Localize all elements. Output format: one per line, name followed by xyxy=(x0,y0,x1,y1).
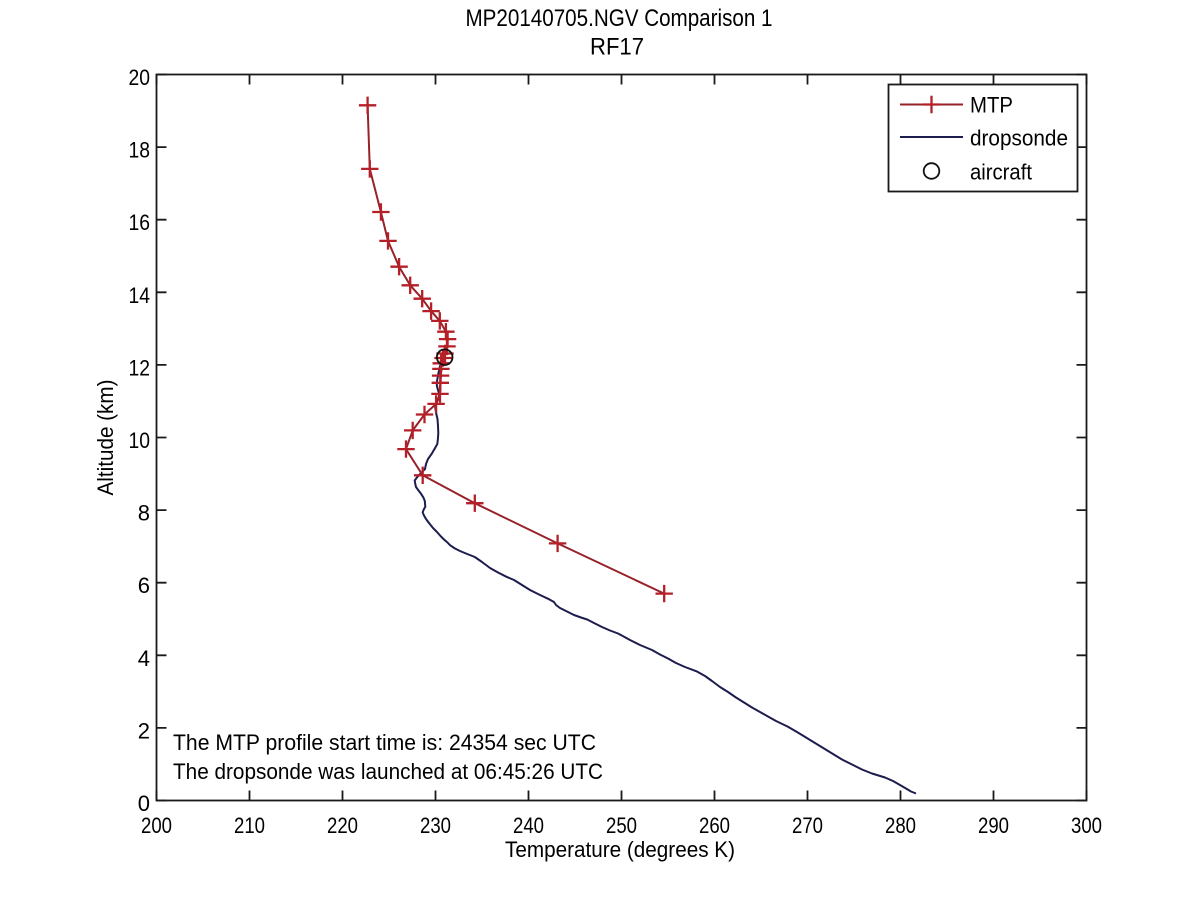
svg-text:280: 280 xyxy=(885,813,916,838)
svg-text:290: 290 xyxy=(978,813,1009,838)
svg-text:240: 240 xyxy=(513,813,544,838)
svg-text:MTP: MTP xyxy=(970,93,1013,118)
svg-text:2: 2 xyxy=(138,718,150,743)
svg-text:18: 18 xyxy=(129,138,151,163)
svg-text:250: 250 xyxy=(606,813,637,838)
svg-text:8: 8 xyxy=(138,501,150,526)
svg-text:260: 260 xyxy=(699,813,730,838)
svg-text:200: 200 xyxy=(141,813,172,838)
svg-text:6: 6 xyxy=(138,573,150,598)
svg-text:MP20140705.NGV Comparison 1: MP20140705.NGV Comparison 1 xyxy=(466,5,773,32)
svg-text:16: 16 xyxy=(129,210,151,235)
svg-text:The dropsonde was launched at: The dropsonde was launched at 06:45:26 U… xyxy=(173,759,603,784)
svg-text:dropsonde: dropsonde xyxy=(970,126,1068,151)
svg-text:The MTP profile start time is:: The MTP profile start time is: 24354 sec… xyxy=(173,730,596,755)
svg-text:230: 230 xyxy=(420,813,451,838)
svg-text:220: 220 xyxy=(327,813,358,838)
svg-text:20: 20 xyxy=(129,65,151,90)
svg-text:Temperature (degrees K): Temperature (degrees K) xyxy=(505,837,735,862)
svg-text:270: 270 xyxy=(792,813,823,838)
svg-text:300: 300 xyxy=(1071,813,1102,838)
svg-text:210: 210 xyxy=(234,813,265,838)
svg-text:4: 4 xyxy=(138,646,150,671)
svg-text:14: 14 xyxy=(129,283,151,308)
svg-text:12: 12 xyxy=(129,355,151,380)
svg-text:RF17: RF17 xyxy=(590,34,644,61)
svg-text:0: 0 xyxy=(138,791,150,816)
svg-text:10: 10 xyxy=(129,428,151,453)
svg-text:aircraft: aircraft xyxy=(970,160,1032,185)
svg-text:Altitude (km): Altitude (km) xyxy=(93,380,118,496)
